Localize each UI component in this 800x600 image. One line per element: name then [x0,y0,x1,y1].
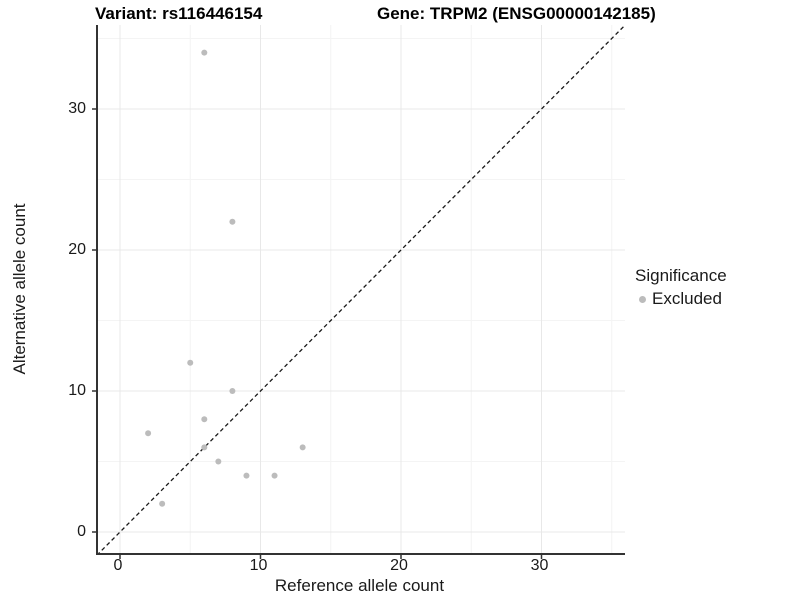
y-tick-label: 30 [68,100,86,117]
y-tick-label: 20 [68,241,86,258]
data-point [215,458,222,465]
data-point [201,416,208,423]
plot-panel [92,25,625,559]
y-tick-label: 10 [68,382,86,399]
y-tick-label: 0 [77,523,86,540]
x-tick-label: 30 [530,557,549,574]
legend-point-icon [639,295,646,303]
data-point [201,444,208,451]
data-point [299,444,306,451]
legend-item: Excluded [639,289,727,309]
data-point [145,430,152,437]
x-tick-label: 10 [249,557,268,574]
data-point [201,49,208,56]
y-axis-title: Alternative allele count [10,203,29,375]
data-point [243,472,250,479]
x-axis-title: Reference allele count [274,576,445,595]
legend-title: Significance [635,266,727,285]
data-point [229,218,236,225]
data-point [229,388,236,394]
identity-line [98,25,625,553]
x-tick-label: 20 [390,557,408,574]
data-point [271,472,278,479]
legend-item-label: Excluded [652,289,722,308]
gene-title: Gene: TRPM2 (ENSG00000142185) [377,4,656,23]
variant-title: Variant: rs116446154 [95,4,263,23]
x-tick-label: 0 [113,557,123,574]
legend: Significance Excluded [635,266,727,309]
plot-area [92,25,625,559]
data-point [159,500,166,507]
data-point [187,359,194,366]
